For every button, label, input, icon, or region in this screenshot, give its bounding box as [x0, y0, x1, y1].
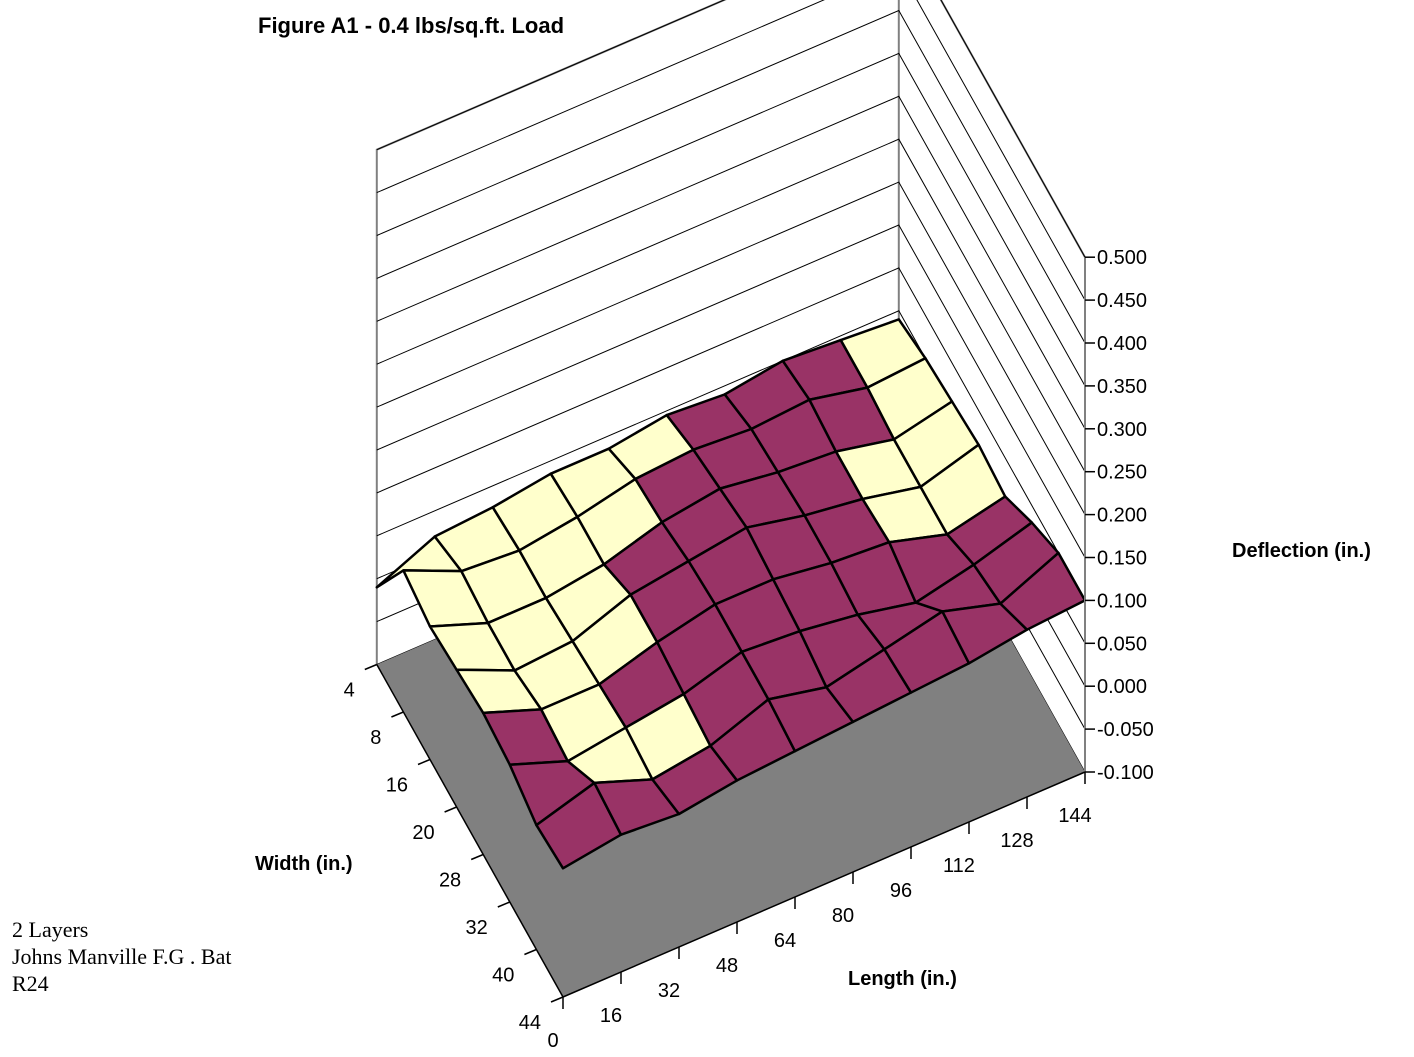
y-axis-tick-label: 8	[370, 727, 381, 749]
x-axis-tick-label: 80	[832, 905, 854, 927]
wall-gridline	[376, 0, 1086, 301]
y-axis-tick	[364, 663, 378, 671]
note-line-layers: 2 Layers	[12, 917, 89, 942]
z-axis-tick-label: 0.250	[1097, 462, 1147, 484]
wall-gridline	[376, 95, 1086, 430]
x-axis-line	[562, 771, 1086, 998]
x-axis-tick-label: 128	[1000, 830, 1033, 852]
y-axis-tick	[417, 758, 431, 766]
x-axis-tick-label: 144	[1058, 805, 1091, 827]
y-axis-tick	[391, 711, 404, 718]
chart-title: Figure A1 - 0.4 lbs/sq.ft. Load	[258, 13, 564, 38]
y-axis-line	[376, 664, 564, 998]
z-axis-tick-label: 0.450	[1097, 290, 1147, 312]
y-axis-title: Width (in.)	[255, 853, 353, 875]
z-axis-tick-label: 0.300	[1097, 419, 1147, 441]
y-axis-tick-label: 44	[519, 1012, 541, 1034]
note-line-rating: R24	[12, 971, 49, 996]
wall-gridline	[376, 138, 1086, 472]
z-axis-tick-label: -0.100	[1097, 762, 1154, 784]
y-axis-tick-label: 40	[492, 965, 514, 987]
z-axis-tick-label: 0.400	[1097, 333, 1147, 355]
y-axis-tick-label: 28	[439, 870, 461, 892]
x-axis-tick-label: 48	[716, 955, 738, 977]
y-axis-tick	[497, 901, 511, 908]
z-axis-tick-label: 0.500	[1097, 247, 1147, 269]
wall-gridline	[376, 52, 1086, 387]
z-axis-tick-label: 0.100	[1097, 590, 1147, 612]
deflection-surface	[375, 318, 1087, 870]
specimen-note: 2 Layers Johns Manville F.G . Bat R24	[12, 916, 231, 997]
y-axis-tick-label: 32	[466, 917, 488, 939]
x-axis-tick-label: 64	[774, 930, 796, 952]
y-axis-tick-label: 4	[344, 680, 355, 702]
y-axis-tick	[444, 806, 457, 813]
z-axis-title: Deflection (in.)	[1232, 540, 1371, 562]
chart-axes: -0.100 -0.050 0.000 0.050 0.100 0.150 0.200 0.2…	[344, 247, 1154, 1052]
x-axis-tick-label: 32	[658, 980, 680, 1002]
x-axis-title: Length (in.)	[848, 968, 957, 990]
x-axis-tick-label: 0	[547, 1030, 558, 1052]
y-axis-tick	[470, 853, 484, 861]
y-axis-tick-label: 20	[412, 822, 434, 844]
note-line-material: Johns Manville F.G . Bat	[12, 944, 232, 969]
z-axis-tick-label: 0.350	[1097, 376, 1147, 398]
wall-gridline	[376, 0, 1086, 258]
y-axis-tick	[524, 948, 537, 956]
x-axis-tick-label: 16	[600, 1005, 622, 1027]
wall-gridline	[376, 181, 1086, 515]
wall-gridline	[376, 224, 1086, 558]
x-axis-tick-label: 96	[890, 880, 912, 902]
z-axis-tick-label: 0.150	[1097, 548, 1147, 570]
z-axis-tick-label: 0.000	[1097, 676, 1147, 698]
z-axis-tick-label: -0.050	[1097, 719, 1154, 741]
surface-cell	[999, 551, 1087, 631]
z-axis-tick-label: 0.200	[1097, 505, 1147, 527]
y-axis-tick	[550, 996, 564, 1003]
y-axis-tick-label: 16	[386, 775, 408, 797]
wall-gridline	[376, 267, 1086, 601]
z-axis-tick-label: 0.050	[1097, 633, 1147, 655]
wall-gridline	[376, 9, 1086, 344]
x-axis-tick-label: 112	[943, 855, 975, 877]
